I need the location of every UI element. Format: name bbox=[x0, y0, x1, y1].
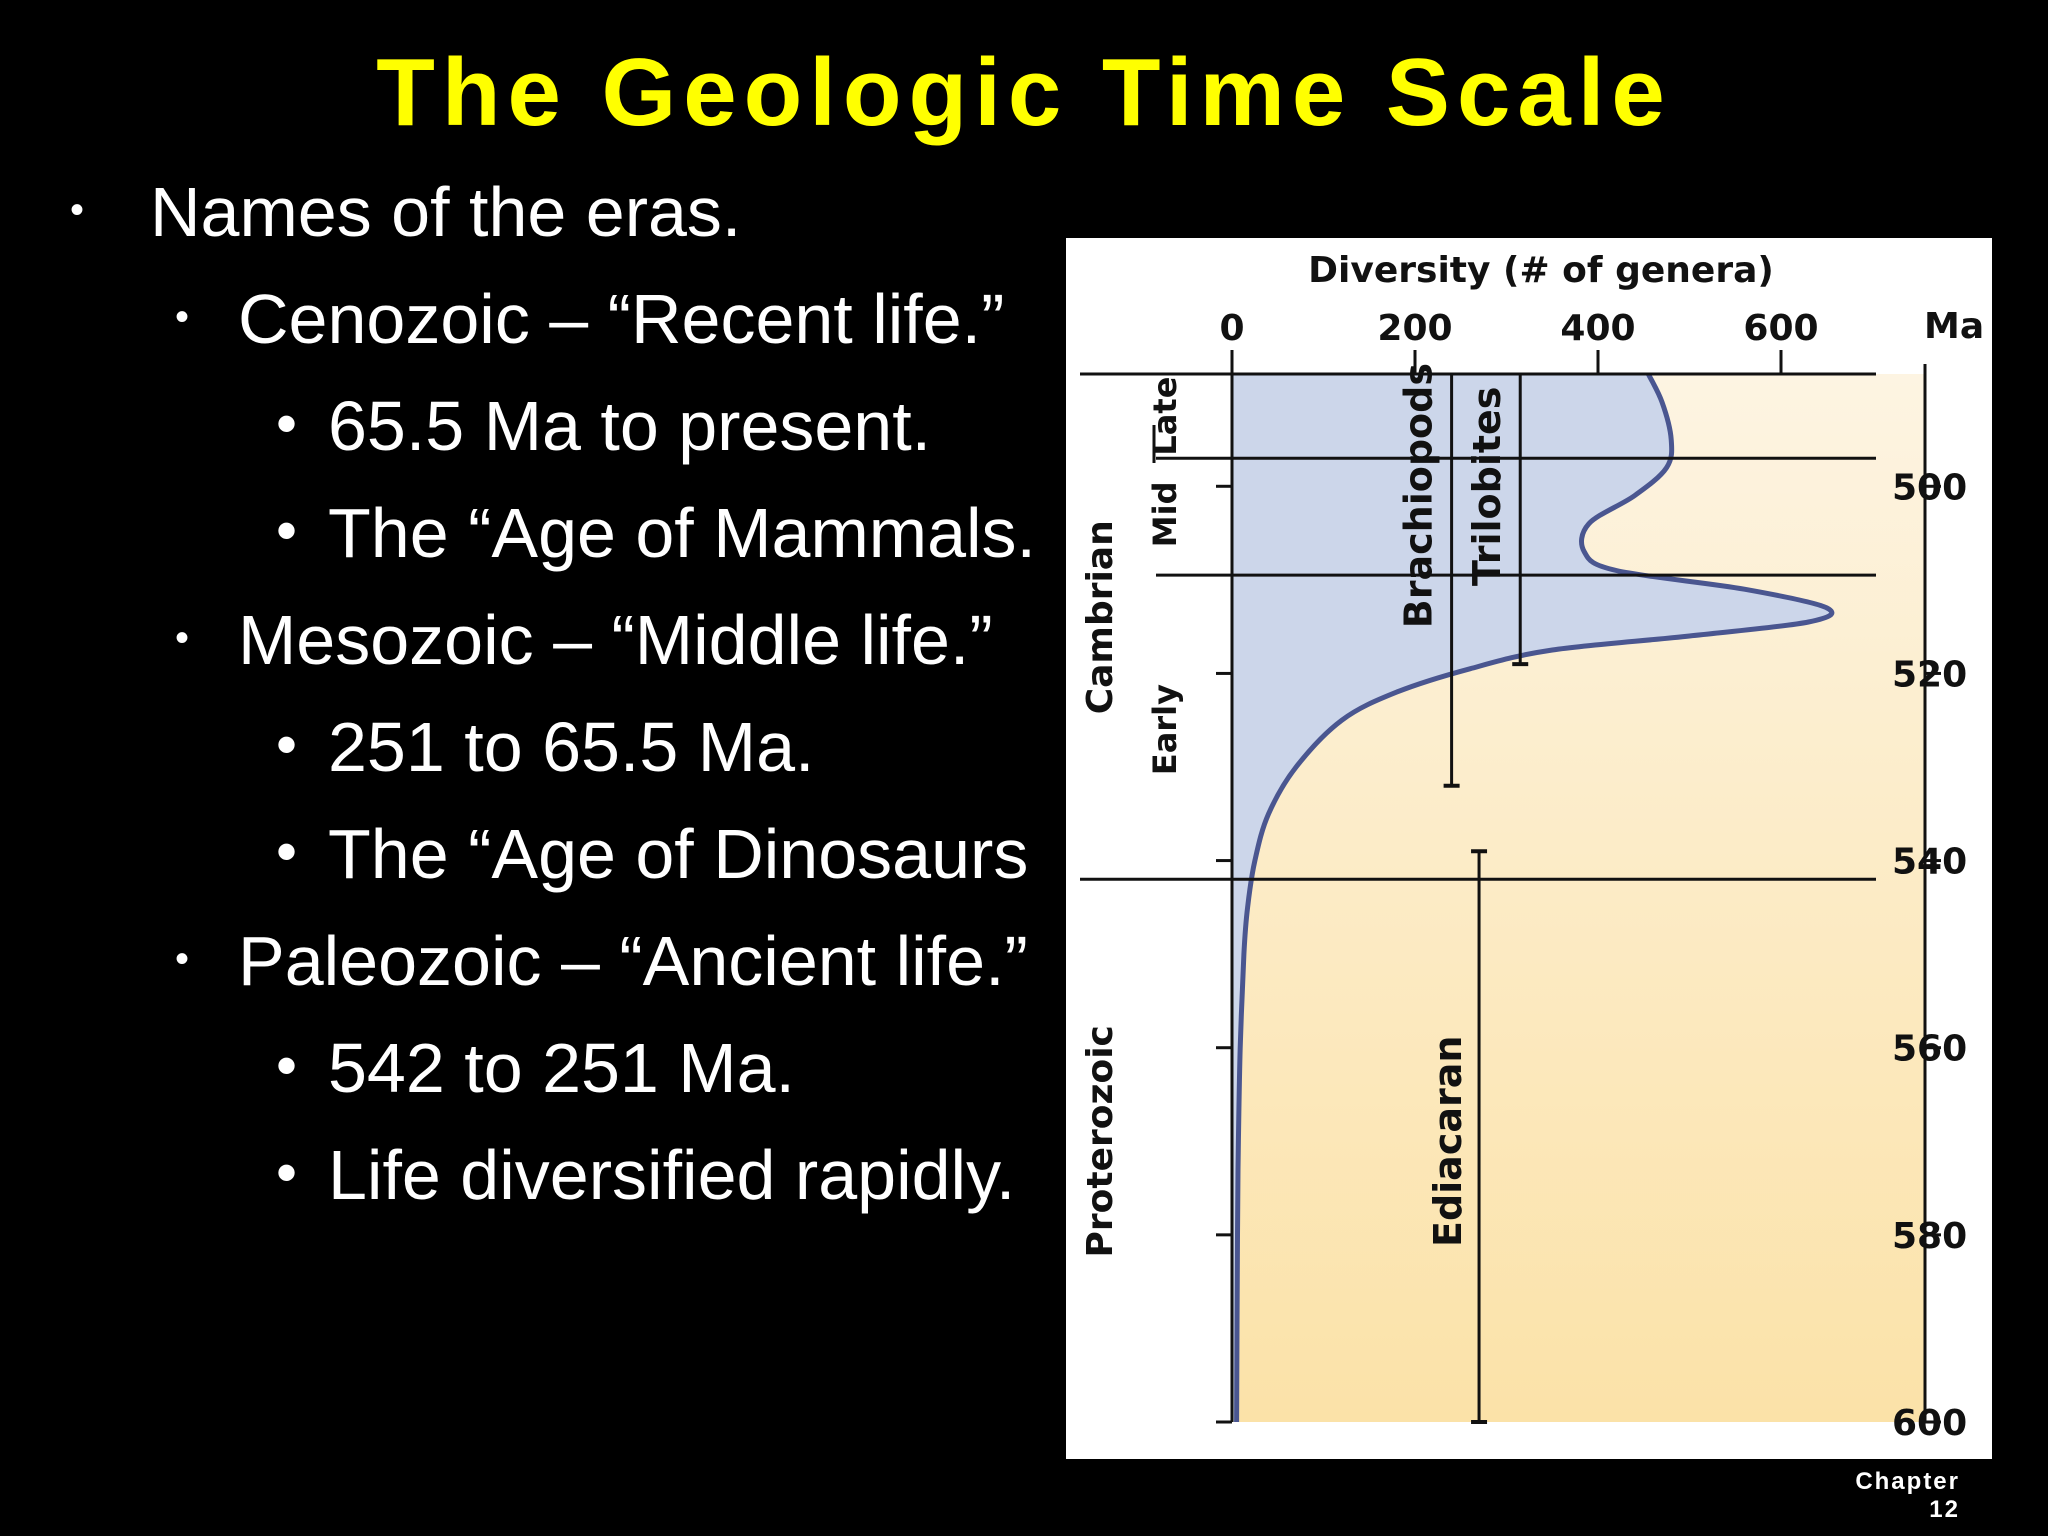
diversity-figure: 0 200 400 600 500 520 540 560 580 600 Diversity (… bbox=[1066, 238, 1992, 1459]
bullet-dot-icon: • bbox=[276, 1032, 298, 1099]
x-tick-label: 400 bbox=[1560, 308, 1635, 349]
y-tick-label: 580 bbox=[1892, 1216, 1967, 1257]
bullet-paleozoic-desc: Life diversified rapidly. bbox=[328, 1136, 1016, 1214]
bullet-cenozoic-desc: The “Age of Mammals. bbox=[328, 494, 1036, 572]
epoch-label-early: Early bbox=[1146, 684, 1184, 775]
bullet-mesozoic-range: 251 to 65.5 Ma. bbox=[328, 708, 815, 786]
bullet-mesozoic: Mesozoic – “Middle life.” bbox=[238, 601, 993, 679]
diversity-curve bbox=[1234, 372, 1835, 1423]
x-tick-label: 0 bbox=[1219, 308, 1244, 349]
footer-chapter: Chapter bbox=[1855, 1468, 1960, 1495]
bullet-dot-icon: • bbox=[276, 497, 298, 564]
y-tick-label: 560 bbox=[1892, 1029, 1967, 1070]
bullet-dot-icon: • bbox=[276, 1139, 298, 1206]
bullet-cenozoic-range: 65.5 Ma to present. bbox=[328, 387, 932, 465]
x-axis-label: Diversity (# of genera) bbox=[1308, 250, 1774, 291]
bullet-dot-icon: • bbox=[276, 818, 298, 885]
x-tick-label: 200 bbox=[1377, 308, 1452, 349]
y-tick-label: 540 bbox=[1892, 842, 1967, 883]
period-label-cambrian: Cambrian bbox=[1080, 520, 1121, 714]
x-tick-label: 600 bbox=[1743, 308, 1818, 349]
slide-footer: Chapter 12 bbox=[1855, 1468, 1960, 1524]
epoch-label-late: Late bbox=[1146, 377, 1184, 456]
slide-title: The Geologic Time Scale bbox=[376, 39, 1672, 146]
bullet-eras: Names of the eras. bbox=[150, 173, 742, 251]
bullet-dot-icon: • bbox=[276, 390, 298, 457]
y-tick-label: 500 bbox=[1892, 467, 1967, 508]
y-axis-label: Ma bbox=[1924, 306, 1984, 347]
footer-number: 12 bbox=[1929, 1496, 1960, 1523]
period-label-proterozoic: Proterozoic bbox=[1080, 1025, 1121, 1257]
diversity-chart: 0 200 400 600 500 520 540 560 580 600 Diversity (… bbox=[1080, 250, 1984, 1444]
bullet-dot-icon: • bbox=[175, 937, 190, 981]
range-label-brachiopods: Brachiopods bbox=[1397, 363, 1441, 628]
range-label-ediacaran: Ediacaran bbox=[1426, 1036, 1470, 1247]
bullet-dot-icon: • bbox=[276, 711, 298, 778]
bullet-dot-icon: • bbox=[70, 188, 85, 232]
bullet-paleozoic-range: 542 to 251 Ma. bbox=[328, 1029, 795, 1107]
y-tick-label: 520 bbox=[1892, 654, 1967, 695]
bullet-dot-icon: • bbox=[175, 295, 190, 339]
bullet-cenozoic: Cenozoic – “Recent life.” bbox=[238, 280, 1005, 358]
bullet-mesozoic-desc: The “Age of Dinosaurs bbox=[328, 815, 1029, 893]
bullet-paleozoic: Paleozoic – “Ancient life.” bbox=[238, 922, 1028, 1000]
y-tick-label: 600 bbox=[1892, 1403, 1967, 1444]
range-label-trilobites: Trilobites bbox=[1465, 387, 1509, 586]
bullet-dot-icon: • bbox=[175, 616, 190, 660]
epoch-label-mid: Mid bbox=[1146, 481, 1184, 547]
